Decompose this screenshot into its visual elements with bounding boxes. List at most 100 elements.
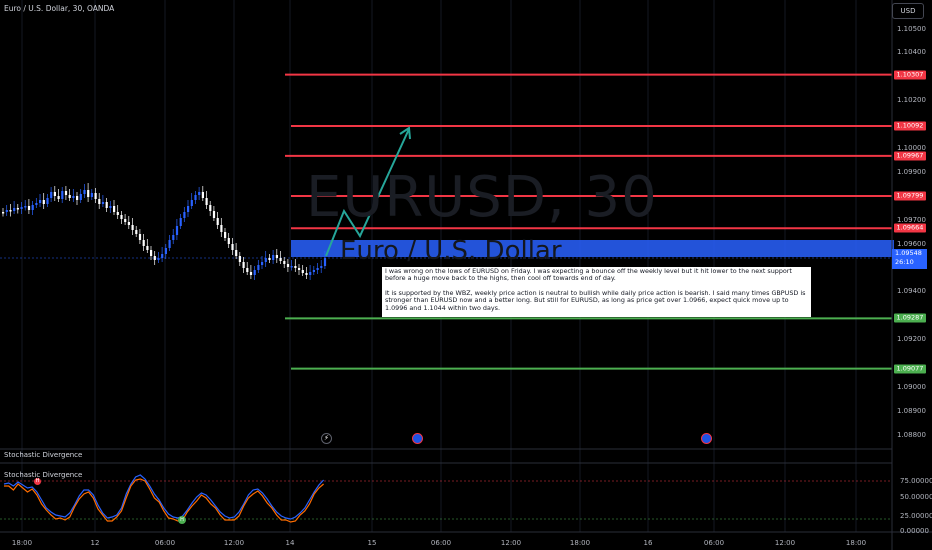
stochastic-axis-label: 25.00000 bbox=[900, 512, 932, 520]
candle-body bbox=[72, 196, 75, 198]
symbol-title[interactable]: Euro / U.S. Dollar, 30, OANDA bbox=[4, 4, 115, 13]
candle-body bbox=[323, 258, 327, 266]
candle-body bbox=[124, 219, 127, 222]
candle-body bbox=[168, 240, 171, 248]
price-axis-label: 1.10500 bbox=[897, 24, 926, 33]
candle-body bbox=[57, 196, 60, 199]
support-level-tag: 1.09077 bbox=[894, 364, 926, 374]
candle-body bbox=[242, 262, 245, 268]
candle-body bbox=[9, 210, 12, 212]
symbol-watermark: EURUSD, 30 bbox=[306, 165, 658, 230]
candle-body bbox=[27, 206, 31, 210]
candle-body bbox=[298, 268, 301, 270]
economic-event-flag-icon-2[interactable] bbox=[701, 433, 712, 444]
candle-body bbox=[231, 244, 234, 250]
arrow-head bbox=[399, 126, 411, 140]
candle-body bbox=[150, 250, 153, 256]
time-axis-label: 18:00 bbox=[11, 539, 33, 547]
grid-lines bbox=[21, 0, 857, 532]
price-axis-label: 1.10400 bbox=[897, 48, 926, 57]
time-axis-label: 06:00 bbox=[154, 539, 176, 547]
candle-body bbox=[246, 268, 249, 272]
analysis-note[interactable]: I was wrong on the lows of EURUSD on Fri… bbox=[382, 267, 811, 317]
candle-body bbox=[90, 193, 93, 197]
candle-body bbox=[153, 256, 156, 260]
candle-body bbox=[275, 255, 278, 258]
time-axis-label: 06:00 bbox=[430, 539, 452, 547]
candle-body bbox=[50, 192, 53, 198]
candlesticks bbox=[2, 183, 327, 280]
time-axis-label: 18:00 bbox=[569, 539, 591, 547]
time-axis-label: 15 bbox=[367, 539, 377, 547]
divergence-high-marker: H bbox=[34, 478, 41, 485]
time-axis-label: 14 bbox=[285, 539, 295, 547]
price-axis-label: 1.09600 bbox=[897, 239, 926, 248]
price-axis-label: 1.08900 bbox=[897, 406, 926, 415]
stochastic-pane-title[interactable]: Stochastic Divergence bbox=[4, 471, 83, 479]
candle-body bbox=[113, 206, 116, 212]
candle-body bbox=[46, 198, 49, 204]
stochastic-axis-label: 0.00000 bbox=[900, 527, 929, 535]
price-axis-label: 1.09700 bbox=[897, 215, 926, 224]
candle-body bbox=[87, 190, 90, 197]
candle-body bbox=[312, 270, 315, 272]
resistance-level-tag: 1.09799 bbox=[894, 191, 926, 201]
demand-zone[interactable] bbox=[291, 240, 894, 257]
candle-body bbox=[201, 192, 204, 198]
candle-body bbox=[253, 270, 256, 275]
candle-body bbox=[227, 238, 230, 244]
candle-body bbox=[161, 254, 164, 258]
candle-body bbox=[138, 234, 142, 240]
candle-body bbox=[64, 191, 68, 195]
candle-body bbox=[301, 270, 304, 273]
candle-body bbox=[212, 211, 216, 218]
currency-button[interactable]: USD bbox=[892, 3, 924, 19]
collapsed-pane-title[interactable]: Stochastic Divergence bbox=[4, 451, 83, 459]
candle-body bbox=[198, 192, 201, 195]
candle-body bbox=[286, 264, 290, 267]
candle-body bbox=[235, 250, 238, 256]
price-axis-label: 1.09900 bbox=[897, 167, 926, 176]
time-axis-label: 12:00 bbox=[500, 539, 522, 547]
candle-body bbox=[279, 258, 282, 261]
candle-body bbox=[61, 191, 64, 199]
time-axis-label: 16 bbox=[643, 539, 653, 547]
candle-body bbox=[16, 208, 19, 210]
resistance-level-tag: 1.09664 bbox=[894, 223, 926, 233]
price-axis-label: 1.09200 bbox=[897, 335, 926, 344]
resistance-level-tag: 1.10307 bbox=[894, 70, 926, 80]
candle-body bbox=[268, 258, 271, 260]
candle-body bbox=[5, 210, 8, 212]
price-axis-label: 1.10000 bbox=[897, 144, 926, 152]
time-axis-label: 12:00 bbox=[223, 539, 245, 547]
time-axis-label: 12 bbox=[90, 539, 100, 547]
candle-body bbox=[53, 192, 56, 196]
stochastic-axis-label: 75.00000 bbox=[900, 477, 932, 485]
resistance-level-tag: 1.09967 bbox=[894, 151, 926, 161]
candle-body bbox=[257, 265, 260, 270]
current-price-value: 1.09548 bbox=[895, 249, 922, 257]
candle-body bbox=[101, 202, 105, 204]
candle-body bbox=[272, 255, 275, 260]
economic-event-flag-icon[interactable] bbox=[412, 433, 423, 444]
horizontal-levels[interactable] bbox=[285, 73, 892, 370]
candle-body bbox=[205, 198, 208, 205]
price-axis-label: 1.10200 bbox=[897, 96, 926, 105]
candle-body bbox=[98, 199, 101, 204]
candle-body bbox=[164, 248, 167, 254]
candle-body bbox=[290, 266, 293, 268]
candle-body bbox=[135, 230, 138, 234]
candle-body bbox=[94, 193, 97, 199]
candle-body bbox=[20, 207, 23, 209]
time-axis-label: 12:00 bbox=[774, 539, 796, 547]
stochastic-d-line bbox=[4, 478, 324, 523]
projection-arrow[interactable] bbox=[325, 128, 410, 257]
resistance-level-tag: 1.10092 bbox=[894, 121, 926, 131]
candle-body bbox=[120, 215, 123, 219]
price-axis-label: 1.08800 bbox=[897, 430, 926, 439]
candle-body bbox=[142, 240, 145, 246]
candle-body bbox=[127, 222, 130, 225]
lightning-event-icon[interactable]: ⚡ bbox=[321, 433, 332, 444]
current-price-tag: 1.09548 26:10 bbox=[892, 249, 927, 269]
